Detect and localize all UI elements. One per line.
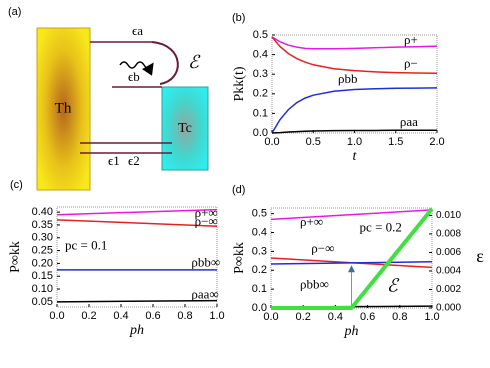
y-tick-label: 0.2 xyxy=(252,264,267,276)
x-tick-label: 1.5 xyxy=(388,136,403,148)
series-label: ρ+∞ xyxy=(300,214,323,229)
series-label: ρ− xyxy=(404,55,418,70)
y-tick-label: 0.4 xyxy=(253,49,268,61)
panel-label: (a) xyxy=(8,6,21,18)
series-label: ℰ xyxy=(387,275,400,295)
x-tick-label: 0.8 xyxy=(392,311,407,323)
x-axis-label: ph xyxy=(344,324,359,339)
x-tick-label: 0.0 xyxy=(264,136,279,148)
plot-frame xyxy=(271,34,438,134)
y-tick-label: 0.25 xyxy=(32,244,53,256)
y2-tick-label: 0.010 xyxy=(436,210,461,221)
series-line xyxy=(271,36,438,50)
series-label: ρbb xyxy=(338,71,358,86)
x-tick-label: 0.5 xyxy=(306,136,321,148)
panel-label: (d) xyxy=(232,184,245,196)
y2-tick-label: 0.000 xyxy=(436,303,461,314)
y-tick-label: 0.15 xyxy=(32,270,53,282)
cold-label: Tc xyxy=(178,121,192,136)
work-label: ℰ xyxy=(188,52,201,72)
series-line xyxy=(271,129,437,134)
level-1-label: ϵ1 xyxy=(108,153,120,168)
y-tick-label: 0.20 xyxy=(32,257,53,269)
y-tick-label: 0.0 xyxy=(253,127,268,139)
x-tick-label: 1.0 xyxy=(424,311,439,323)
y-tick-label: 0.05 xyxy=(32,296,53,308)
x-tick-label: 0.0 xyxy=(263,311,278,323)
level-a-label: ϵa xyxy=(132,23,143,38)
annotation: pc = 0.2 xyxy=(360,220,402,235)
plot-frame xyxy=(56,206,218,308)
y2-tick-label: 0.004 xyxy=(436,266,461,277)
cold-bath xyxy=(161,86,209,171)
series-line xyxy=(271,207,434,310)
series-label: ρbb∞ xyxy=(191,254,220,269)
series-label: ρbb∞ xyxy=(300,276,329,291)
x-tick-label: 0.6 xyxy=(145,310,160,322)
series-line xyxy=(271,87,438,134)
x-tick-label: 0.8 xyxy=(177,310,192,322)
hot-bath xyxy=(36,27,91,191)
x-tick-label: 1.0 xyxy=(347,136,362,148)
y-tick-label: 0.35 xyxy=(32,219,53,231)
series-label: ρaa∞ xyxy=(191,286,218,301)
threshold-marker xyxy=(348,265,355,273)
series-label: ρ+∞ xyxy=(195,205,218,220)
series-line xyxy=(270,209,433,221)
y-tick-label: 0.5 xyxy=(253,29,268,41)
y-tick-label: 0.40 xyxy=(32,206,53,218)
y2-axis-label: ε xyxy=(476,246,484,266)
series-line xyxy=(56,208,218,216)
panel-label: (b) xyxy=(232,12,245,24)
series-label: ρ−∞ xyxy=(195,213,218,228)
level-2-label: ϵ2 xyxy=(128,153,140,168)
charts: (b) 0.0 0.5 1.0 1.5 2.0 0.0 0.1 0.2 0.3 0.4 0.5 t Pkk… xyxy=(8,12,484,339)
transition-arc xyxy=(151,41,179,85)
y-tick-label: 0.4 xyxy=(252,226,267,238)
y-tick-label: 0.1 xyxy=(253,107,268,119)
x-tick-label: 0.0 xyxy=(49,310,64,322)
y-axis-label: P∞kk xyxy=(232,242,247,274)
x-tick-label: 0.4 xyxy=(328,311,343,323)
y-axis-label: Pkk(t) xyxy=(232,66,247,101)
series-line xyxy=(271,36,438,74)
series-line xyxy=(56,299,218,303)
y-tick-label: 0.3 xyxy=(252,245,267,257)
x-tick-label: 0.4 xyxy=(113,310,128,322)
series-label: ρaa xyxy=(400,114,418,129)
x-tick-label: 1.0 xyxy=(209,310,224,322)
y-axis-label: P∞kk xyxy=(8,241,23,273)
y-tick-label: 0.3 xyxy=(253,68,268,80)
series-label: ρ−∞ xyxy=(311,240,334,255)
y-tick-label: 0.1 xyxy=(252,283,267,295)
series-label: ρ+ xyxy=(404,32,418,47)
series-line xyxy=(270,261,433,265)
level-b-label: ϵb xyxy=(128,69,140,84)
x-tick-label: 2.0 xyxy=(429,136,444,148)
x-tick-label: 0.6 xyxy=(360,311,375,323)
work-arrow xyxy=(119,61,154,76)
annotation: pc = 0.1 xyxy=(65,238,107,253)
y-tick-label: 0.5 xyxy=(252,208,267,220)
y-tick-label: 0.30 xyxy=(32,232,53,244)
y2-tick-label: 0.006 xyxy=(436,247,461,258)
y-tick-label: 0.10 xyxy=(32,283,53,295)
x-axis-label: t xyxy=(353,149,358,164)
x-tick-label: 0.2 xyxy=(296,311,311,323)
panel-a: (a) Th Tc ϵa ϵb ϵ1 ϵ2 ℰ xyxy=(8,6,209,191)
y2-tick-label: 0.008 xyxy=(436,229,461,240)
x-axis-label: ph xyxy=(129,323,144,338)
y-tick-label: 0.2 xyxy=(253,88,268,100)
hot-label: Th xyxy=(55,100,72,116)
panel-label: (c) xyxy=(10,179,23,191)
y-tick-label: 0.0 xyxy=(252,302,267,314)
y2-tick-label: 0.002 xyxy=(436,284,461,295)
series-line xyxy=(56,219,218,227)
x-tick-label: 0.2 xyxy=(81,310,96,322)
